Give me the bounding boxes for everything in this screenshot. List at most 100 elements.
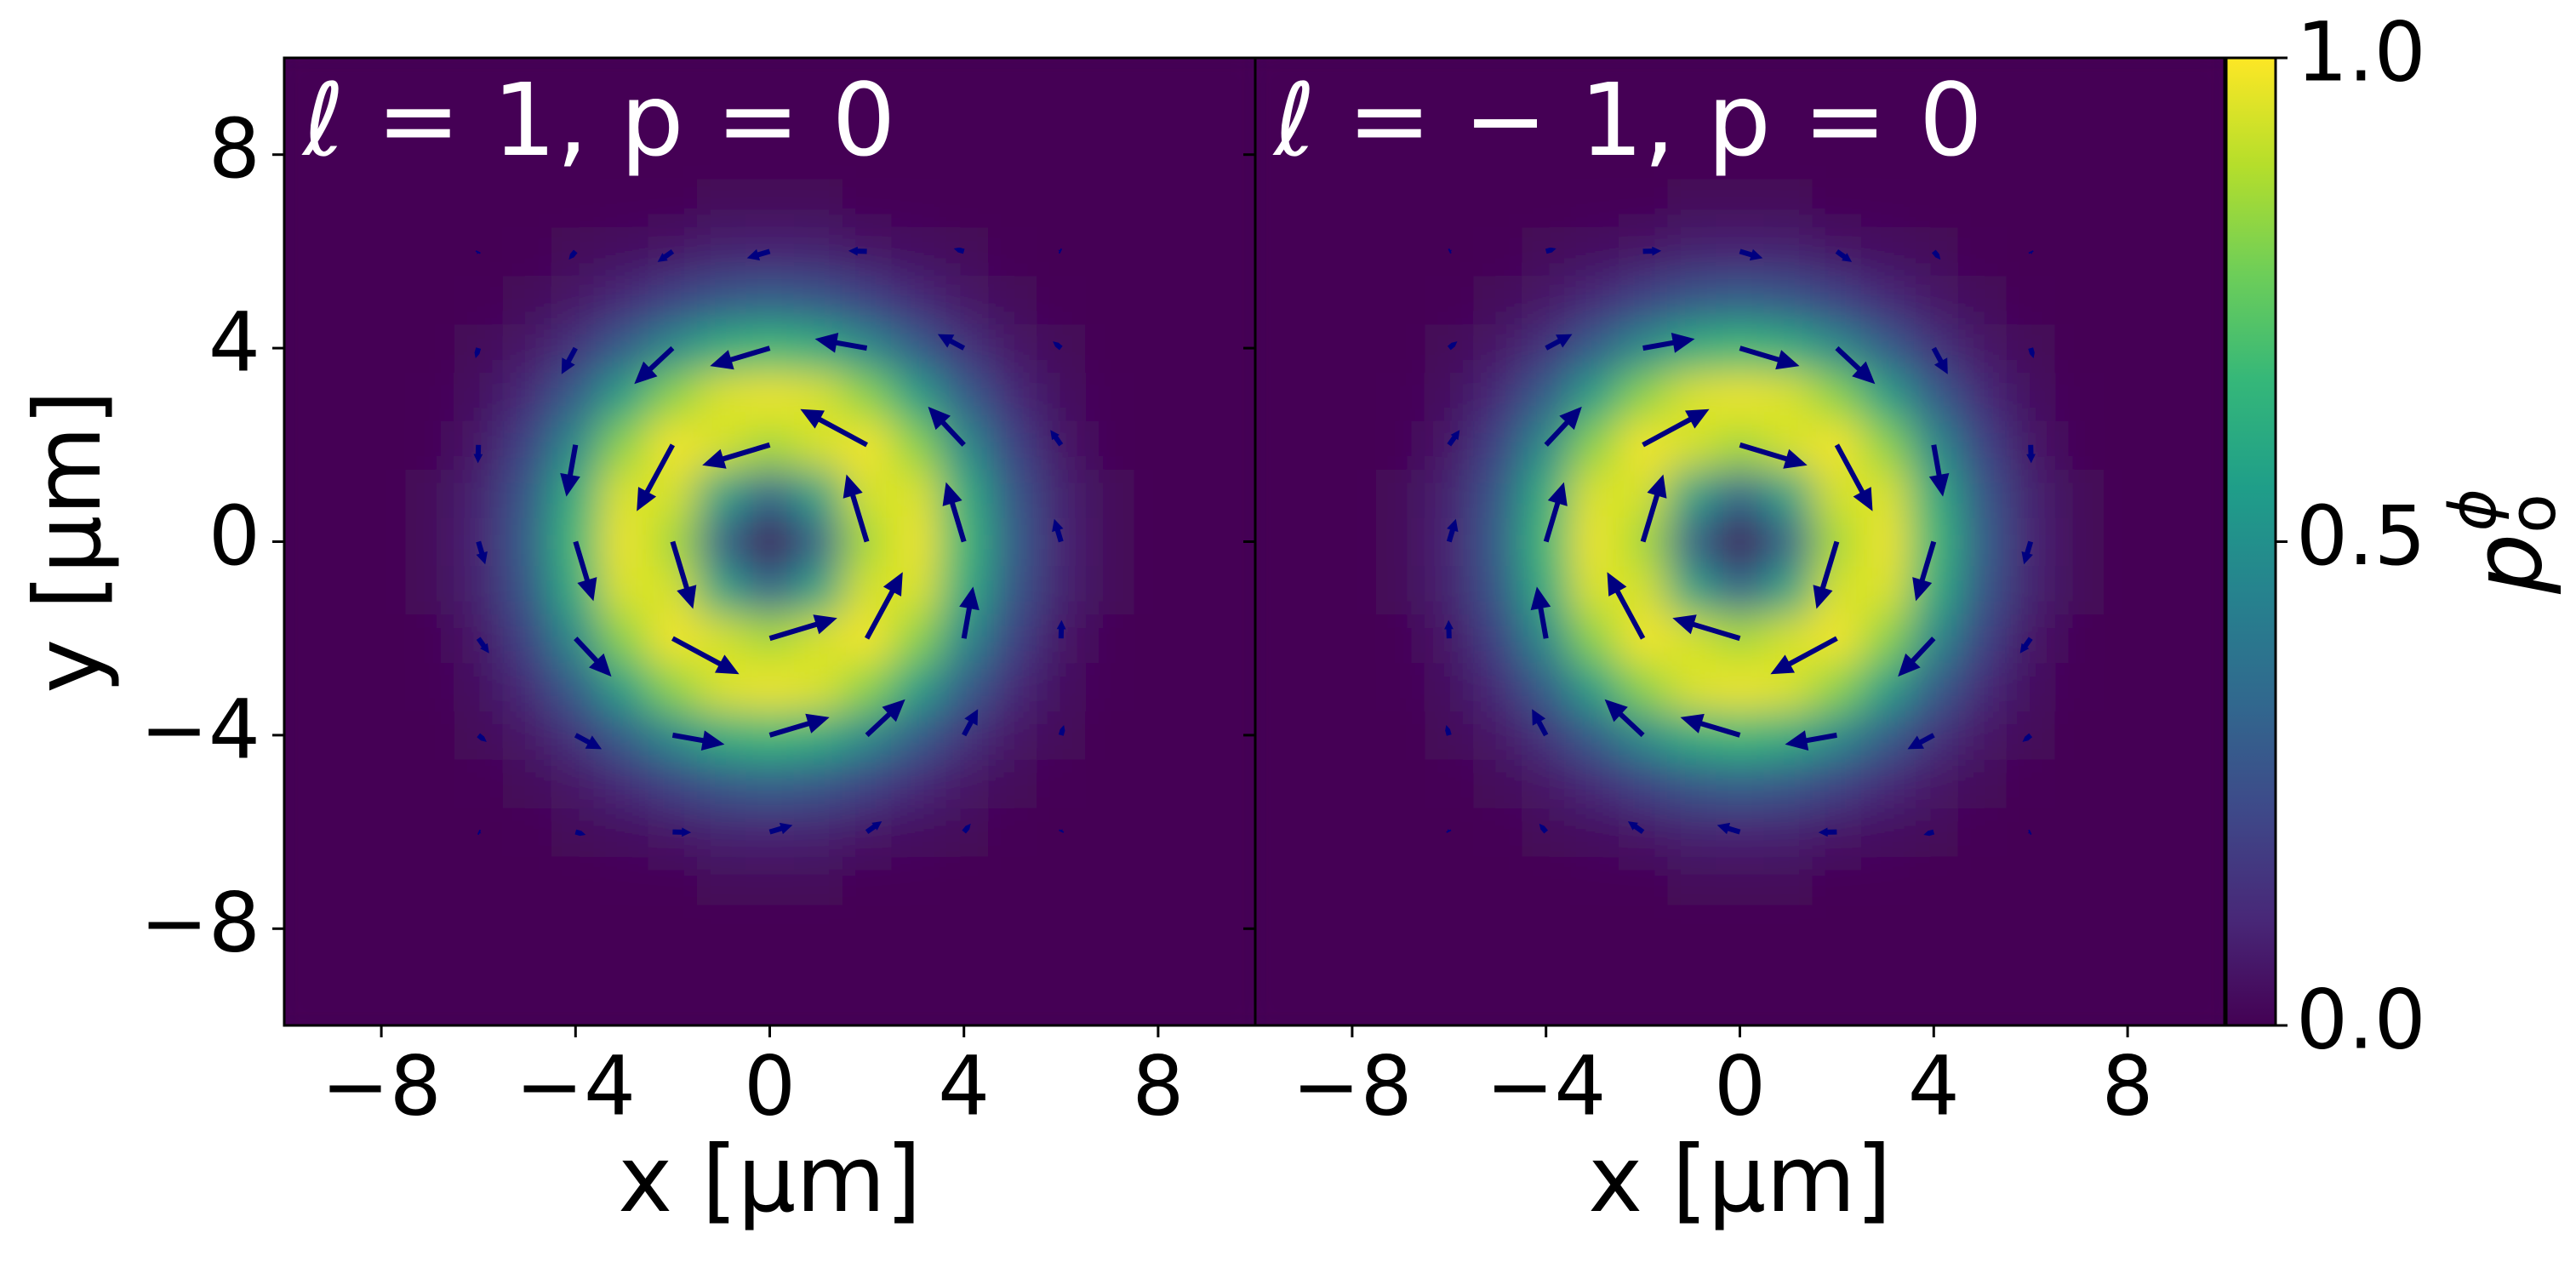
heatmap-cell [1182, 323, 1231, 374]
heatmap-cell [2006, 1001, 2056, 1025]
heatmap-cell [1570, 323, 1619, 374]
heatmap-cell [891, 179, 940, 228]
heatmap-cell [940, 614, 989, 664]
heatmap-cell [1279, 469, 1328, 518]
arrow [702, 442, 771, 469]
heatmap-cell [1376, 614, 1425, 664]
heatmap-cell [357, 1001, 407, 1025]
arrow [962, 823, 971, 834]
heatmap-cell [405, 614, 455, 664]
heatmap-cell [1182, 372, 1231, 421]
heatmap-cell [1763, 808, 1813, 857]
heatmap-cell [1522, 711, 1571, 760]
arrow [1446, 518, 1459, 543]
arrow [1052, 518, 1064, 543]
heatmap-cell [1909, 904, 1959, 954]
heatmap-cell [1812, 179, 1862, 228]
heatmap-cell [1279, 130, 1328, 180]
heatmap-cell [1279, 662, 1328, 711]
heatmap-cell [696, 517, 746, 567]
heatmap-cell [1425, 952, 1474, 1002]
arrow [865, 572, 903, 640]
arrow [476, 540, 488, 565]
heatmap-cell [1957, 226, 2008, 277]
heatmap-cell [1255, 372, 1280, 421]
heatmap-cell [2200, 179, 2225, 228]
arrow [1539, 823, 1548, 834]
heatmap-cell [1763, 372, 1813, 421]
heatmap-cell [1763, 275, 1813, 325]
heatmap-cell [988, 130, 1037, 180]
heatmap-cell [1085, 82, 1134, 131]
heatmap-cell [1279, 614, 1328, 664]
heatmap-cell [1812, 759, 1862, 808]
heatmap-cell [1134, 130, 1183, 180]
heatmap-cell [988, 808, 1037, 857]
heatmap-cell [1182, 226, 1231, 277]
heatmap-cell [1860, 759, 1911, 808]
heatmap-cell [1909, 662, 1959, 711]
heatmap-cell [308, 517, 358, 567]
heatmap-cell [1473, 275, 1522, 325]
heatmap-cell [696, 58, 746, 83]
heatmap-cell [1570, 420, 1619, 470]
heatmap-cell [794, 856, 843, 905]
heatmap-cell [308, 420, 358, 470]
heatmap-cell [891, 420, 940, 470]
heatmap-cell [1376, 420, 1425, 470]
heatmap-cell [284, 82, 310, 131]
heatmap-cell [454, 565, 504, 615]
heatmap-cell [551, 759, 601, 808]
heatmap-cell [1279, 82, 1328, 131]
heatmap-cell [1812, 614, 1862, 664]
arrow [1642, 408, 1710, 448]
heatmap-cell [2151, 58, 2202, 83]
heatmap-cell [284, 904, 310, 954]
heatmap-cell [1473, 614, 1522, 664]
heatmap-cell [1812, 1001, 1862, 1025]
heatmap-cell [2054, 662, 2105, 711]
heatmap-cell [2103, 952, 2153, 1002]
heatmap-cell [648, 904, 698, 954]
heatmap-cell [1085, 614, 1134, 664]
heatmap-cell [357, 275, 407, 325]
heatmap-cell [1376, 58, 1425, 83]
heatmap-cell [745, 469, 795, 518]
heatmap-cell [988, 323, 1037, 374]
arrow [1447, 430, 1460, 447]
heatmap-cell [745, 904, 795, 954]
heatmap-cell [454, 469, 504, 518]
x-tick-label: 8 [2102, 1038, 2154, 1134]
heatmap-cell [1957, 759, 2008, 808]
heatmap-cell [2006, 904, 2056, 954]
heatmap-cell [1231, 226, 1255, 277]
heatmap-cell [1619, 808, 1668, 857]
heatmap-cell [2054, 420, 2105, 470]
heatmap-cell [1909, 759, 1959, 808]
heatmap-cell [1619, 372, 1668, 421]
heatmap-cell [794, 469, 843, 518]
heatmap-cell [405, 275, 455, 325]
heatmap-cell [599, 420, 649, 470]
heatmap-cell [1182, 711, 1231, 760]
heatmap-cell [696, 179, 746, 228]
quiver [1444, 246, 2036, 837]
arrow [1928, 444, 1950, 497]
heatmap-cell [940, 179, 989, 228]
heatmap-cell [284, 226, 310, 277]
heatmap-cell [842, 82, 892, 131]
heatmap-cell [745, 420, 795, 470]
heatmap-cell [745, 517, 795, 567]
heatmap-cell [1279, 226, 1328, 277]
heatmap-cell [891, 856, 940, 905]
heatmap-cell [1619, 614, 1668, 664]
heatmap-cell [745, 759, 795, 808]
heatmap-cell [2151, 614, 2202, 664]
heatmap-cell [1182, 614, 1231, 664]
heatmap-cell [1182, 759, 1231, 808]
heatmap-cell [2151, 662, 2202, 711]
heatmap-cell [1763, 469, 1813, 518]
heatmap-cell [599, 565, 649, 615]
heatmap-cell [1619, 952, 1668, 1002]
heatmap-cell [2200, 614, 2225, 664]
